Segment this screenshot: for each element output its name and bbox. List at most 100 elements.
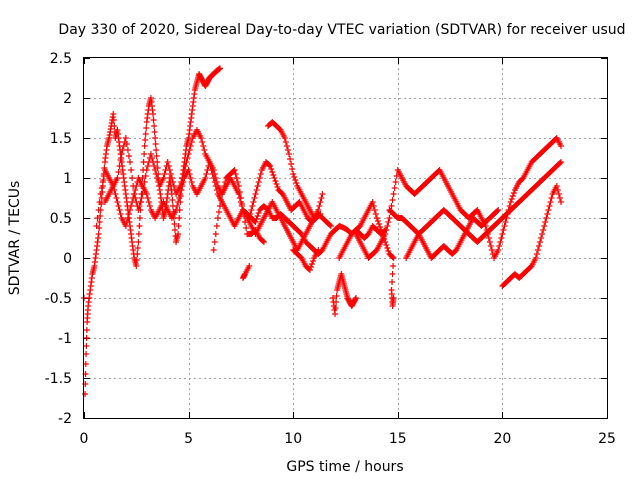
plus-marker <box>239 207 246 213</box>
plus-marker <box>150 111 157 117</box>
plus-marker <box>284 147 291 153</box>
plus-marker <box>318 195 325 201</box>
plus-marker <box>273 181 280 187</box>
plus-marker <box>390 191 397 197</box>
plus-marker <box>500 227 507 233</box>
plus-marker <box>268 166 275 172</box>
plus-marker <box>389 279 396 285</box>
plus-marker <box>281 135 288 141</box>
plus-marker <box>213 223 220 229</box>
plus-marker <box>375 221 382 227</box>
plus-marker <box>372 211 379 217</box>
plus-marker <box>142 137 149 143</box>
plus-marker <box>125 211 132 217</box>
x-tick-label: 20 <box>493 431 511 447</box>
plus-marker <box>257 171 264 177</box>
plus-marker <box>332 311 339 317</box>
plus-marker <box>204 167 211 173</box>
plus-marker <box>178 187 185 193</box>
plus-marker <box>124 147 131 153</box>
tick-labels: 0 5 10 15 20 25 -2 -1.5 -1 -0.5 0 0.5 1 1.5 2 2.5 <box>45 51 616 447</box>
plus-marker <box>118 151 125 157</box>
plus-marker <box>144 195 151 201</box>
plus-marker <box>127 207 134 213</box>
plus-marker <box>243 225 250 231</box>
plus-marker <box>133 263 140 269</box>
x-tick-label: 5 <box>184 431 193 447</box>
plus-marker <box>216 203 223 209</box>
y-tick-label: 2 <box>63 91 72 107</box>
plus-marker <box>186 171 193 177</box>
plus-marker <box>83 335 90 341</box>
plus-marker <box>544 211 551 217</box>
plus-marker <box>316 212 323 218</box>
y-tick-label: 2.5 <box>50 51 72 67</box>
plus-marker <box>327 223 334 229</box>
plus-marker <box>317 199 324 205</box>
plus-marker <box>242 219 249 225</box>
plus-marker <box>119 147 126 153</box>
plus-marker <box>352 295 359 301</box>
plus-marker <box>122 135 129 141</box>
plus-marker <box>124 215 131 221</box>
plus-marker <box>198 135 205 141</box>
plus-marker <box>182 163 189 169</box>
plus-marker <box>148 155 155 161</box>
plus-marker <box>211 171 218 177</box>
plus-marker <box>254 183 261 189</box>
plus-marker <box>267 163 274 169</box>
plus-marker <box>391 185 398 191</box>
plus-marker <box>237 195 244 201</box>
plus-marker <box>179 183 186 189</box>
plus-marker <box>315 247 322 253</box>
plus-marker <box>487 243 494 249</box>
plus-marker <box>188 139 195 145</box>
plus-marker <box>288 161 295 167</box>
plus-marker <box>333 293 340 299</box>
plus-marker <box>548 195 555 201</box>
plus-marker <box>142 173 149 179</box>
x-tick-label: 15 <box>389 431 407 447</box>
plus-marker <box>533 251 540 257</box>
plus-marker <box>306 267 313 273</box>
plus-marker <box>210 167 217 173</box>
plus-marker <box>96 219 103 225</box>
plus-marker <box>539 231 546 237</box>
plus-marker <box>152 167 159 173</box>
plus-marker <box>392 179 399 185</box>
plus-marker <box>167 171 174 177</box>
plus-marker <box>200 143 207 149</box>
plus-marker <box>113 195 120 201</box>
plus-marker <box>97 191 104 197</box>
plus-marker <box>253 216 260 222</box>
plus-marker <box>136 223 143 229</box>
plus-marker <box>183 159 190 165</box>
series-track-g <box>352 135 564 261</box>
plus-marker <box>127 159 134 165</box>
series-track-h <box>386 159 564 245</box>
plus-marker <box>231 167 238 173</box>
plus-marker <box>485 235 492 241</box>
plus-marker <box>160 175 167 181</box>
plus-marker <box>557 199 564 205</box>
plus-marker <box>388 203 395 209</box>
plus-marker <box>130 195 137 201</box>
plus-marker <box>147 151 154 157</box>
plus-marker <box>495 247 502 253</box>
plus-marker <box>383 227 390 233</box>
plus-marker <box>373 215 380 221</box>
plus-marker <box>98 185 105 191</box>
plus-marker <box>135 239 142 245</box>
plus-marker <box>248 207 255 213</box>
plus-marker <box>83 327 90 333</box>
plus-marker <box>176 195 183 201</box>
y-tick-label: -0.5 <box>45 291 72 307</box>
plus-marker <box>188 179 195 185</box>
plus-marker <box>369 199 376 205</box>
plus-marker <box>131 191 138 197</box>
plus-marker <box>141 151 148 157</box>
plus-marker <box>272 178 279 184</box>
plus-marker <box>259 238 266 244</box>
series-track-e <box>246 159 324 273</box>
plus-marker <box>269 169 276 175</box>
